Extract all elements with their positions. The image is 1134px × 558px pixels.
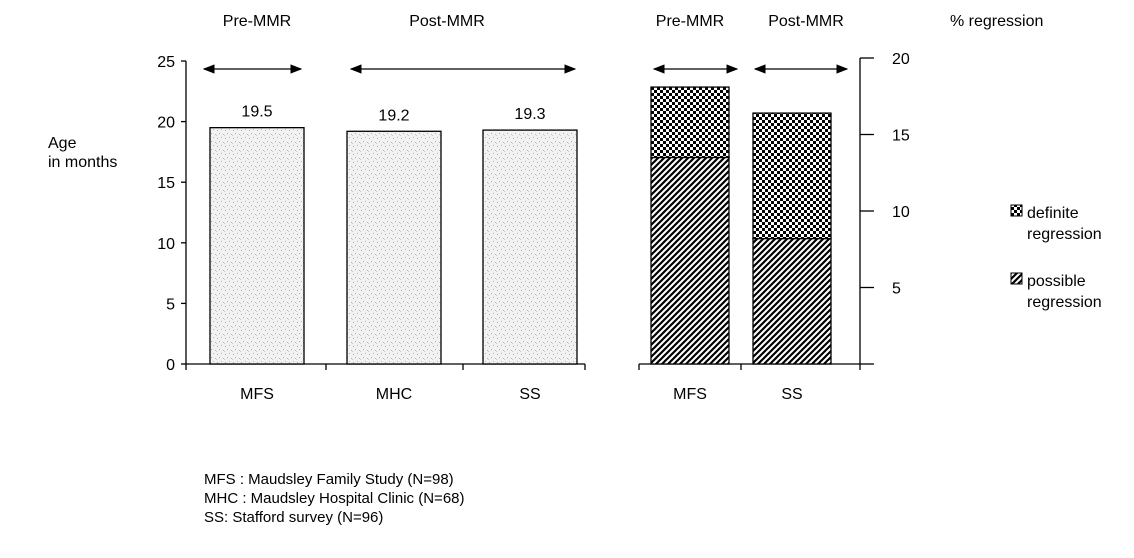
category-label-mhc: MHC — [376, 386, 412, 403]
bar-ss-possible-regression — [752, 237, 832, 365]
period-label-post-mmr: Post-MMR — [409, 13, 485, 30]
period-label-post-mmr: Post-MMR — [768, 13, 844, 30]
y-axis-label: Age in months — [48, 135, 117, 171]
data-label-ss: 19.3 — [514, 106, 545, 123]
y-tick-label: 20 — [157, 115, 175, 132]
bar-mhc — [346, 130, 442, 365]
y-tick-label: 15 — [892, 128, 910, 145]
period-label-pre-mmr: Pre-MMR — [223, 13, 291, 30]
y-tick-label: 15 — [157, 175, 175, 192]
legend: definite regression possible regression — [1010, 204, 1102, 311]
footnote-ss: SS: Stafford survey (N=96) — [204, 509, 384, 526]
legend-swatch-definite-regression — [1010, 204, 1023, 217]
category-label-ss: SS — [519, 386, 540, 403]
bar-mfs-definite-regression — [650, 86, 730, 159]
legend-swatch-possible-regression — [1010, 272, 1023, 285]
category-label-mfs: MFS — [240, 386, 274, 403]
legend-label-definite-regression: definite regression — [1027, 205, 1102, 243]
data-label-mfs: 19.5 — [241, 104, 272, 121]
bar-mfs — [209, 127, 305, 365]
y-tick-label: 0 — [166, 357, 175, 374]
period-label-pre-mmr: Pre-MMR — [656, 13, 724, 30]
footnote-mhc: MHC : Maudsley Hospital Clinic (N=68) — [204, 490, 465, 507]
footnote-mfs: MFS : Maudsley Family Study (N=98) — [204, 471, 454, 488]
category-label-ss: SS — [781, 386, 802, 403]
right-axis-label: % regression — [950, 13, 1043, 30]
footnotes: MFS : Maudsley Family Study (N=98) MHC :… — [204, 470, 465, 527]
age-chart: 0 5 10 15 20 25 Age in months 19.5 MFS 19.2 MHC 19.3… — [48, 13, 586, 403]
y-tick-label: 5 — [166, 296, 175, 313]
bar-ss — [482, 129, 578, 365]
y-tick-label: 5 — [892, 281, 901, 298]
legend-label-possible-regression: possible regression — [1027, 273, 1102, 311]
y-tick-label: 20 — [892, 51, 910, 68]
bar-mfs-possible-regression — [650, 156, 730, 365]
y-tick-label: 10 — [892, 204, 910, 221]
category-label-mfs: MFS — [673, 386, 707, 403]
data-label-mhc: 19.2 — [378, 107, 409, 124]
y-tick-label: 25 — [157, 54, 175, 71]
bar-ss-definite-regression — [752, 112, 832, 240]
regression-chart: 5 10 15 20 % regression MFS SS Pre-MMR Post-MMR — [638, 13, 1043, 403]
y-tick-label: 10 — [157, 236, 175, 253]
